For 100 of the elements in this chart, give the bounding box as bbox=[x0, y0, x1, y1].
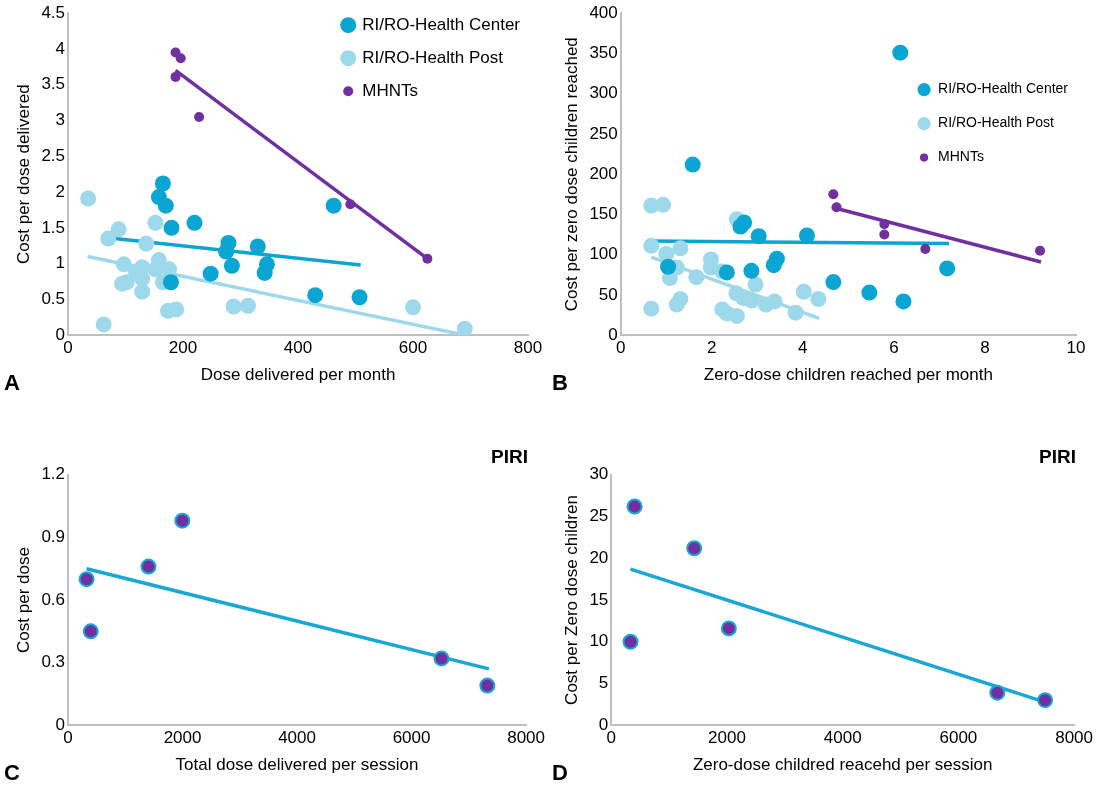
text: B bbox=[552, 370, 568, 396]
x-tick-label: 6 bbox=[889, 338, 899, 358]
y-tick-label: 20 bbox=[589, 547, 609, 567]
y-tick-label: 100 bbox=[589, 244, 618, 264]
x-tick-label: 4 bbox=[798, 338, 808, 358]
y-tick-label: 0 bbox=[608, 324, 618, 344]
point bbox=[479, 677, 496, 694]
point bbox=[1037, 692, 1054, 709]
point bbox=[684, 156, 701, 173]
x-tick-label: 4000 bbox=[823, 728, 862, 748]
point bbox=[810, 290, 827, 307]
point bbox=[750, 228, 767, 245]
y-tick-label: 5 bbox=[598, 673, 609, 693]
point bbox=[743, 292, 760, 309]
point bbox=[643, 237, 660, 254]
legend-label: RI/RO-Health Post bbox=[362, 47, 504, 67]
point bbox=[895, 293, 912, 310]
x-tick-label: 2000 bbox=[708, 728, 746, 748]
point bbox=[686, 540, 703, 557]
y-tick-label: 150 bbox=[589, 204, 618, 224]
point bbox=[95, 316, 112, 333]
point bbox=[110, 221, 127, 238]
point bbox=[223, 257, 240, 274]
legend-label: RI/RO-Health Center bbox=[362, 14, 521, 34]
point bbox=[140, 558, 157, 575]
point bbox=[920, 244, 931, 255]
legend-label: RI/RO-Health Post bbox=[938, 114, 1055, 131]
y-tick-label: 1.5 bbox=[41, 217, 66, 237]
point bbox=[718, 264, 735, 281]
point bbox=[249, 238, 266, 255]
legend-label: RI/RO-Health Center bbox=[938, 80, 1069, 97]
y-axis-title: Cost per dose delivered bbox=[13, 84, 33, 264]
x-tick-label: 600 bbox=[398, 338, 428, 358]
y-tick-label: 2.5 bbox=[41, 146, 66, 165]
y-tick-label: 200 bbox=[589, 163, 618, 183]
x-tick-label: 200 bbox=[168, 338, 198, 358]
x-tick-label: 2 bbox=[707, 338, 717, 358]
point bbox=[1035, 245, 1046, 256]
x-tick-label: 800 bbox=[513, 338, 543, 358]
y-tick-label: 4 bbox=[55, 38, 66, 58]
point bbox=[194, 111, 205, 122]
point bbox=[422, 253, 433, 264]
point bbox=[154, 175, 171, 192]
x-axis-title: Dose delivered per month bbox=[200, 365, 396, 385]
point bbox=[626, 498, 643, 515]
y-tick-label: 400 bbox=[589, 2, 618, 22]
point bbox=[688, 269, 705, 286]
point bbox=[643, 300, 660, 317]
point bbox=[170, 71, 181, 82]
point bbox=[736, 214, 753, 231]
point bbox=[138, 235, 155, 252]
point bbox=[747, 276, 764, 293]
point bbox=[766, 293, 783, 310]
point bbox=[163, 219, 180, 236]
point bbox=[218, 243, 235, 260]
point bbox=[672, 240, 689, 257]
y-tick-label: 2 bbox=[55, 181, 66, 201]
point bbox=[115, 256, 132, 273]
point bbox=[256, 264, 273, 281]
y-tick-label: 3 bbox=[55, 110, 66, 130]
point bbox=[405, 299, 422, 316]
y-tick-label: 0.5 bbox=[41, 289, 66, 309]
point bbox=[325, 197, 342, 214]
x-tick-label: 6000 bbox=[392, 728, 431, 748]
point bbox=[147, 214, 164, 231]
y-tick-label: 350 bbox=[589, 43, 618, 63]
y-tick-label: 0.9 bbox=[41, 527, 66, 547]
x-tick-label: 4000 bbox=[278, 728, 316, 748]
point bbox=[939, 260, 956, 277]
x-tick-label: 8000 bbox=[1055, 728, 1093, 748]
point bbox=[82, 623, 99, 640]
point bbox=[787, 304, 804, 321]
point bbox=[660, 258, 677, 275]
point bbox=[861, 284, 878, 301]
point bbox=[622, 633, 639, 650]
point bbox=[720, 620, 737, 637]
text: C bbox=[4, 760, 20, 786]
point bbox=[225, 298, 242, 315]
y-tick-label: 25 bbox=[589, 506, 609, 526]
point bbox=[186, 214, 203, 231]
y-tick-label: 250 bbox=[589, 123, 618, 143]
y-tick-label: 0.3 bbox=[41, 652, 66, 672]
point bbox=[828, 189, 839, 200]
x-tick-label: 8 bbox=[980, 338, 990, 358]
chart-title: PIRI bbox=[1039, 445, 1076, 467]
y-tick-label: 1.2 bbox=[41, 464, 66, 484]
chart-title: PIRI bbox=[491, 445, 528, 467]
x-axis-title: Total dose delivered per session bbox=[175, 755, 419, 775]
point bbox=[892, 44, 909, 61]
y-tick-label: 30 bbox=[589, 464, 609, 484]
point bbox=[728, 307, 745, 324]
point bbox=[456, 320, 473, 336]
point bbox=[202, 265, 219, 282]
point bbox=[240, 297, 256, 314]
point bbox=[162, 274, 179, 291]
point bbox=[672, 290, 689, 307]
point bbox=[825, 274, 842, 291]
point bbox=[345, 199, 356, 210]
point bbox=[743, 262, 760, 279]
y-tick-label: 4.5 bbox=[41, 2, 66, 22]
